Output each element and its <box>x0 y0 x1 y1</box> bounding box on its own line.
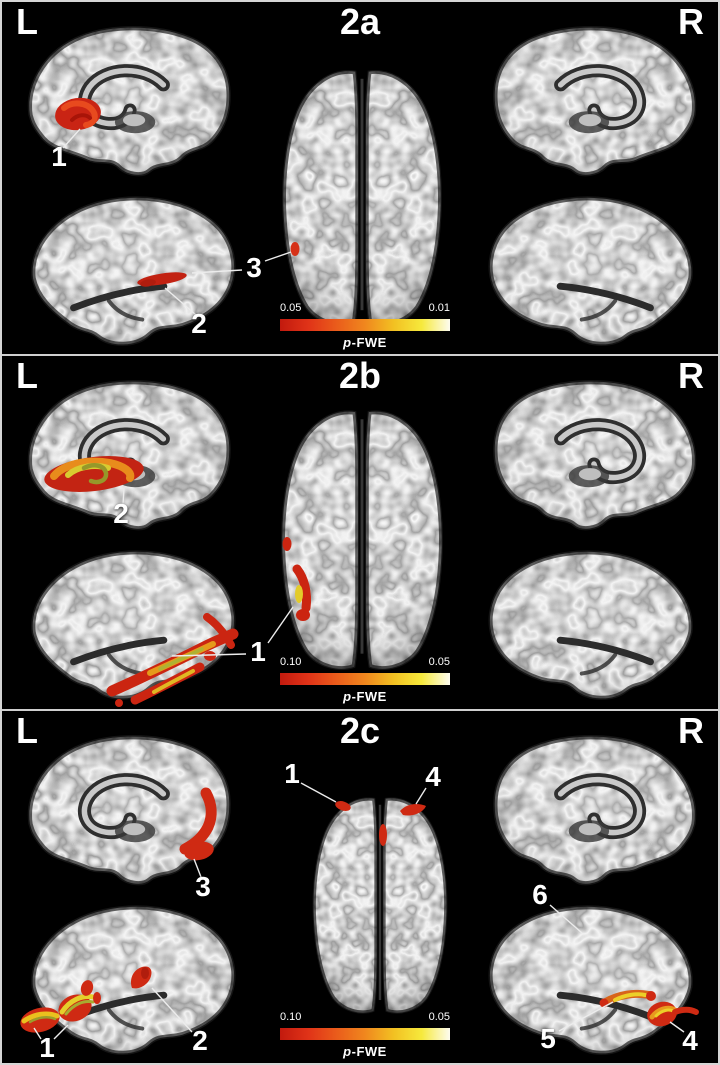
brain-medial-left <box>14 376 236 538</box>
panel-separator <box>2 354 718 357</box>
brain-medial-right <box>488 376 710 538</box>
panel-2c: L 2c R <box>2 710 718 1063</box>
colorbar-gradient <box>280 319 450 331</box>
right-hemisphere-label: R <box>678 710 704 751</box>
colorbar-caption: p-FWE <box>343 689 387 705</box>
brain-lateral-left <box>10 544 250 706</box>
brain-medial-left <box>14 22 236 184</box>
right-hemisphere-label: R <box>678 356 704 397</box>
brain-medial-right <box>488 22 710 184</box>
colorbar-min-label: 0.10 <box>280 1010 302 1023</box>
brain-lateral-right <box>474 544 714 706</box>
colorbar-min-label: 0.05 <box>280 302 302 314</box>
left-hemisphere-label: L <box>16 710 38 751</box>
left-hemisphere-label: L <box>16 2 38 42</box>
panel-2b: L 2b R <box>2 356 718 709</box>
panel-title: 2c <box>339 710 381 751</box>
cluster-marker: 1 <box>284 757 300 789</box>
panel-title: 2a <box>339 2 381 42</box>
brain-medial-left <box>14 731 236 893</box>
brain-dorsal <box>262 398 462 674</box>
colorbar-min-label: 0.10 <box>280 656 302 669</box>
colorbar-gradient <box>280 673 450 686</box>
brain-dorsal <box>294 787 466 1017</box>
right-hemisphere-label: R <box>678 2 704 42</box>
panel-separator <box>2 708 718 711</box>
brain-lateral-right <box>474 899 714 1061</box>
brain-dorsal <box>264 54 460 334</box>
colorbar-max-label: 0.01 <box>428 302 450 314</box>
panel-title: 2b <box>338 356 381 397</box>
colorbar-max-label: 0.05 <box>428 1010 450 1023</box>
colorbar-gradient <box>280 1027 450 1040</box>
colorbar-max-label: 0.05 <box>428 656 450 669</box>
brain-lateral-right <box>474 190 714 352</box>
colorbar-caption: p-FWE <box>343 1043 387 1059</box>
brain-lateral-left <box>10 190 250 352</box>
left-hemisphere-label: L <box>16 356 38 397</box>
colorbar-caption: p-FWE <box>343 335 387 350</box>
brain-lateral-left <box>10 899 250 1061</box>
brain-medial-right <box>488 731 710 893</box>
